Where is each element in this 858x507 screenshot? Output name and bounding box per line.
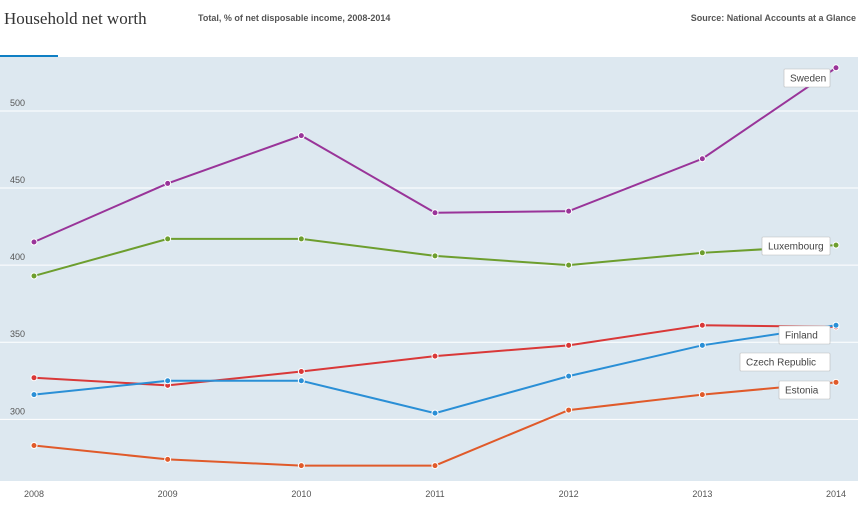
- x-tick-label-2014: 2014: [826, 489, 846, 499]
- y-tick-label-300: 300: [10, 406, 25, 416]
- chart-source: Source: National Accounts at a Glance: [690, 13, 856, 23]
- y-tick-label-400: 400: [10, 252, 25, 262]
- chart-subtitle: Total, % of net disposable income, 2008-…: [198, 13, 391, 23]
- chart-header: Household net worth Total, % of net disp…: [0, 0, 858, 58]
- series-label-box-estonia: [778, 380, 831, 400]
- data-point-luxembourg-2009: [164, 235, 172, 243]
- series-label-text-czech-republic: Czech Republic: [746, 358, 816, 369]
- x-tick-label-2011: 2011: [425, 489, 444, 499]
- data-point-sweden-2008: [30, 238, 38, 246]
- series-label-finland: Finland: [778, 325, 831, 345]
- x-tick-label-2010: 2010: [291, 489, 311, 499]
- data-point-estonia-2012: [565, 406, 573, 414]
- series-label-box-czech-republic: [739, 352, 831, 372]
- data-point-czech-republic-2009: [164, 377, 172, 385]
- series-label-box-sweden: [783, 68, 831, 88]
- data-point-sweden-2010: [297, 132, 305, 140]
- data-point-czech-republic-2013: [698, 341, 706, 349]
- data-point-sweden-2013: [698, 155, 706, 163]
- x-tick-label-2012: 2012: [559, 489, 579, 499]
- data-point-czech-republic-2014: [832, 321, 840, 329]
- series-label-estonia: Estonia: [778, 380, 831, 400]
- data-point-luxembourg-2010: [297, 235, 305, 243]
- data-point-finland-2011: [431, 352, 439, 360]
- series-label-text-sweden: Sweden: [790, 74, 826, 85]
- data-point-czech-republic-2011: [431, 409, 439, 417]
- data-point-luxembourg-2011: [431, 252, 439, 260]
- data-point-finland-2013: [698, 321, 706, 329]
- data-point-luxembourg-2013: [698, 249, 706, 257]
- y-tick-label-500: 500: [10, 98, 25, 108]
- series-label-sweden: Sweden: [783, 68, 831, 88]
- data-point-czech-republic-2010: [297, 377, 305, 385]
- series-label-luxembourg: Luxembourg: [761, 236, 831, 256]
- data-point-finland-2008: [30, 374, 38, 382]
- data-point-finland-2012: [565, 341, 573, 349]
- x-tick-label-2013: 2013: [692, 489, 712, 499]
- data-point-luxembourg-2014: [832, 241, 840, 249]
- data-point-finland-2010: [297, 368, 305, 376]
- data-point-sweden-2011: [431, 209, 439, 217]
- x-tick-label-2008: 2008: [24, 489, 44, 499]
- data-point-sweden-2012: [565, 207, 573, 215]
- data-point-luxembourg-2008: [30, 272, 38, 280]
- data-point-sweden-2014: [832, 64, 840, 72]
- series-label-text-finland: Finland: [785, 331, 818, 342]
- plot-background: [0, 57, 858, 481]
- data-point-sweden-2009: [164, 179, 172, 187]
- series-label-text-luxembourg: Luxembourg: [768, 242, 824, 253]
- data-point-czech-republic-2012: [565, 372, 573, 380]
- data-point-czech-republic-2008: [30, 391, 38, 399]
- x-tick-label-2009: 2009: [158, 489, 178, 499]
- y-tick-label-450: 450: [10, 175, 25, 185]
- series-label-box-luxembourg: [761, 236, 831, 256]
- series-label-box-finland: [778, 325, 831, 345]
- data-point-estonia-2008: [30, 442, 38, 450]
- series-line-czech-republic: [33, 324, 837, 415]
- series-label-text-estonia: Estonia: [785, 386, 819, 397]
- series-line-estonia: [33, 381, 837, 467]
- chart-title: Household net worth: [4, 9, 147, 28]
- y-tick-label-350: 350: [10, 329, 25, 339]
- data-point-estonia-2011: [431, 462, 439, 470]
- data-point-estonia-2010: [297, 462, 305, 470]
- series-label-czech-republic: Czech Republic: [739, 352, 831, 372]
- header-accent-bar: [0, 55, 58, 58]
- data-point-estonia-2009: [164, 455, 172, 463]
- data-point-luxembourg-2012: [565, 261, 573, 269]
- data-point-estonia-2014: [832, 378, 840, 386]
- data-point-estonia-2013: [698, 391, 706, 399]
